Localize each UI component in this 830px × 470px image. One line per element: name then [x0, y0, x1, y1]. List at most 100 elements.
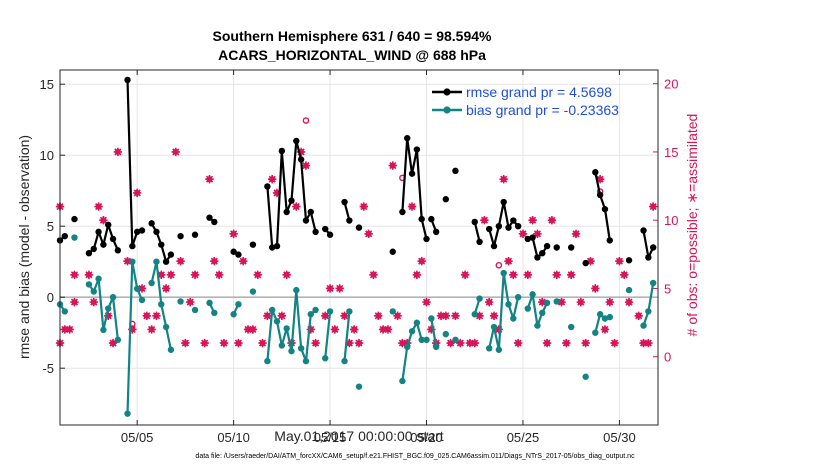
rmse-point — [596, 191, 604, 199]
obs-assimilated-star — [422, 297, 431, 307]
obs-assimilated-star — [161, 284, 171, 293]
rmse-point — [105, 221, 112, 228]
bias-point — [346, 308, 353, 315]
bias-point — [191, 306, 199, 314]
bias-point — [302, 357, 310, 365]
obs-assimilated-star — [427, 325, 436, 334]
rmse-point — [539, 249, 546, 257]
obs-assimilated-star — [605, 297, 614, 307]
rmse-point — [649, 244, 657, 251]
bias-point — [326, 308, 334, 315]
bias-point — [133, 285, 141, 292]
y-right-tick-label: 0 — [664, 350, 671, 365]
bias-point — [553, 298, 560, 305]
rmse-point — [288, 197, 295, 204]
bias-point — [297, 345, 305, 352]
bias-point — [471, 311, 478, 318]
obs-assimilated-star — [634, 311, 643, 320]
rmse-point — [158, 241, 165, 248]
obs-assimilated-star — [547, 215, 557, 225]
rmse-point — [625, 257, 633, 264]
rmse-point — [85, 249, 93, 257]
x-axis-label: May.01,2017 00:00:00 start — [274, 428, 444, 444]
bias-point — [355, 383, 363, 390]
bias-point — [341, 357, 348, 365]
x-tick-label: 05/30 — [603, 430, 636, 445]
obs-assimilated-star — [499, 175, 508, 184]
bias-point — [90, 288, 97, 295]
obs-assimilated-star — [248, 325, 258, 334]
obs-assimilated-star — [644, 338, 653, 348]
bias-point — [268, 306, 276, 314]
chart-subtitle: ACARS_HORIZONTAL_WIND @ 688 hPa — [218, 47, 486, 63]
obs-assimilated-star — [359, 202, 369, 211]
obs-assimilated-star — [518, 229, 528, 239]
obs-assimilated-star — [509, 270, 518, 280]
rmse-point — [153, 228, 160, 236]
y-right-tick-label: 10 — [664, 213, 678, 228]
obs-assimilated-star — [620, 270, 629, 280]
obs-assimilated-star — [234, 338, 243, 348]
rmse-point — [404, 134, 411, 142]
obs-assimilated-star — [181, 338, 190, 348]
chart-title: Southern Hemisphere 631 / 640 = 98.594% — [213, 28, 493, 44]
rmse-point — [322, 225, 329, 233]
obs-assimilated-star — [166, 270, 176, 280]
bias-point — [596, 311, 604, 318]
rmse-point — [302, 217, 310, 224]
y-tick-label: 0 — [47, 290, 54, 305]
bias-point — [399, 377, 406, 385]
bias-point — [283, 325, 290, 332]
bias-line-segment — [324, 311, 332, 359]
obs-assimilated-star — [591, 284, 600, 293]
rmse-point — [524, 235, 531, 243]
obs-assimilated-star — [441, 311, 451, 320]
bias-point — [71, 234, 78, 241]
rmse-point — [606, 237, 613, 244]
rmse-point — [326, 231, 334, 238]
obs-assimilated-star — [147, 325, 156, 334]
bias-point — [167, 346, 175, 353]
y-tick-label: 5 — [47, 219, 54, 234]
rmse-point — [471, 218, 478, 226]
obs-assimilated-star — [104, 311, 113, 320]
bias-point — [452, 336, 459, 343]
bias-point — [543, 299, 551, 307]
obs-assimilated-star — [388, 161, 397, 170]
obs-assimilated-star — [306, 325, 315, 334]
rmse-point — [452, 167, 459, 175]
obs-assimilated-star — [451, 311, 460, 320]
rmse-point — [418, 215, 425, 223]
bias-point — [288, 347, 295, 355]
bias-point — [124, 410, 131, 417]
obs-assimilated-star — [369, 270, 378, 280]
rmse-point — [355, 224, 363, 231]
bias-point — [293, 286, 300, 294]
obs-assimilated-star — [465, 338, 475, 348]
obs-assimilated-star — [99, 215, 108, 225]
obs-assimilated-star — [253, 270, 262, 280]
bias-point — [158, 301, 165, 308]
obs-assimilated-star — [557, 297, 566, 307]
obs-assimilated-star — [581, 338, 590, 348]
rmse-point — [206, 214, 213, 221]
obs-assimilated-star — [610, 338, 619, 348]
obs-assimilated-star — [542, 338, 552, 348]
obs-assimilated-star — [113, 147, 123, 157]
obs-assimilated-star — [171, 147, 180, 157]
rmse-point — [423, 235, 430, 243]
obs-assimilated-star — [475, 311, 484, 320]
y-axis-right-label: # of obs: o=possible; ∗=assimilated — [684, 114, 700, 337]
obs-assimilated-star — [364, 229, 373, 239]
obs-assimilated-star — [132, 188, 142, 198]
bias-point — [625, 286, 633, 294]
obs-assimilated-star — [393, 311, 402, 320]
y-axis-label: rmse and bias (model - observation) — [16, 135, 32, 359]
rmse-point — [490, 242, 498, 250]
rmse-point — [553, 244, 560, 251]
rmse-point — [389, 248, 396, 255]
obs-assimilated-star — [243, 325, 253, 334]
obs-assimilated-star — [123, 256, 132, 266]
rmse-point — [408, 170, 416, 177]
